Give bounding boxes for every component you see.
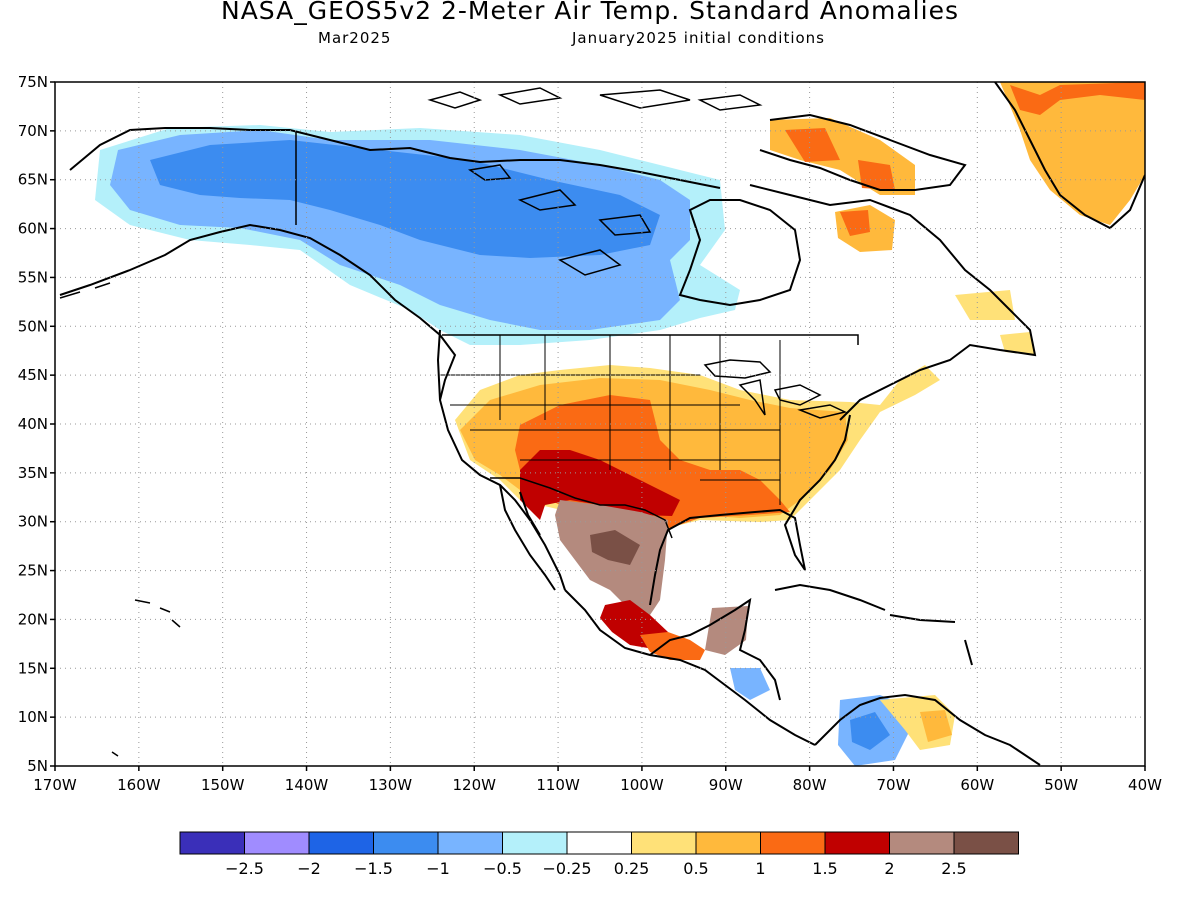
colorbar-label: −1 [426,859,450,878]
region-labrador-warm [955,290,1035,355]
lat-label: 25N [18,562,48,580]
valid-month: Mar2025 [318,29,392,47]
colorbar-label: 1 [755,859,765,878]
lon-label: 170W [33,776,77,794]
region-baffin-orange [785,128,895,190]
lat-label: 45N [18,366,48,384]
lon-label: 60W [960,776,994,794]
colorbar-label: −0.5 [483,859,522,878]
lon-label: 150W [201,776,245,794]
lon-label: 160W [117,776,161,794]
coast-gulf [649,414,851,606]
colorbar-swatch [631,831,697,855]
lon-label: 100W [620,776,664,794]
coast-hudson-bay [678,199,802,307]
region-greenland-orange [1010,82,1145,115]
lat-label: 65N [18,171,48,189]
colorbar-swatch [824,831,890,855]
coast-greenland [994,82,1145,230]
political-boundaries [295,132,859,539]
lat-label: 15N [18,659,48,677]
lon-label: 120W [452,776,496,794]
border-us-canada [442,334,859,345]
colorbar-swatch [437,831,503,855]
colorbar-label: −0.25 [542,859,591,878]
colorbar-swatch [308,831,374,855]
coast-south-america [814,693,1041,766]
colorbar-swatch [244,831,310,855]
lon-label: 80W [793,776,827,794]
colorbar-label: 0.25 [614,859,650,878]
colorbar-label: 2 [884,859,894,878]
colorbar-label: 2.5 [941,859,966,878]
colorbar-swatch [373,831,439,855]
coast-baja [499,484,556,591]
region-mexico-brown [590,530,640,565]
lat-label: 5N [27,757,48,775]
lat-label: 35N [18,464,48,482]
lon-label: 110W [536,776,580,794]
colorbar-swatch [889,831,955,855]
region-ca-blue [730,668,770,700]
coast-alaska-south [59,223,457,401]
colorbar-label: −2.5 [225,859,264,878]
lat-label: 10N [18,708,48,726]
region-colombia-darkblue [850,712,890,750]
coast-labrador [749,184,1037,421]
axis-ticks [50,81,1146,771]
map-title: NASA_GEOS5v2 2-Meter Air Temp. Standard … [221,0,959,25]
colorbar-swatch [179,831,245,855]
initial-conditions: January2025 initial conditions [572,29,825,47]
coast-yucatan [649,597,781,701]
region-venezuela-orange [920,710,952,742]
longitude-labels: 170W 160W 150W 140W 130W 120W 110W 100W 90W 80W 70… [33,776,1162,794]
colorbar-label: −1.5 [354,859,393,878]
coast-aleutians [59,282,181,757]
graticule [55,82,1145,766]
colorbar: −2.5 −2 −1.5 −1 −0.5 −0.25 0.25 0.5 1 1.5 2 2.5 [179,831,1019,878]
lon-label: 70W [877,776,911,794]
lon-label: 130W [369,776,413,794]
lat-label: 75N [18,73,48,91]
great-lakes [703,359,848,419]
lon-label: 140W [285,776,329,794]
colorbar-swatch [953,831,1019,855]
region-guatemala-tan [705,606,748,655]
region-sw-red [520,450,680,520]
latitude-labels: 75N 70N 65N 60N 55N 50N 45N 40N 35N 30N 25N 20N 15N 1… [18,73,48,775]
canada-lakes [427,87,763,276]
lat-label: 70N [18,122,48,140]
lat-label: 30N [18,513,48,531]
region-greenland-warm [1000,82,1145,225]
colorbar-label: 1.5 [812,859,837,878]
coast-alaska [69,127,721,189]
region-blue-yukon [150,140,660,258]
lat-label: 40N [18,415,48,433]
coastlines [59,82,1145,766]
colorbar-swatch [760,831,826,855]
coast-baffin [759,113,967,191]
colorbar-swatch [566,831,632,855]
region-quebec-orange [840,210,870,236]
lat-label: 60N [18,220,48,238]
colorbar-label: −2 [297,859,321,878]
lat-label: 50N [18,317,48,335]
lon-label: 40W [1128,776,1162,794]
coast-us-west [436,329,566,591]
colorbar-label: 0.5 [683,859,708,878]
lat-label: 20N [18,610,48,628]
coast-cuba [774,583,973,666]
lon-label: 50W [1044,776,1078,794]
coast-mexico-west [564,589,816,746]
colorbar-swatch [695,831,761,855]
lat-label: 55N [18,268,48,286]
colorbar-swatch [502,831,568,855]
lon-label: 90W [709,776,743,794]
border-us-mexico [490,477,673,539]
region-smexico-orange [640,632,705,660]
